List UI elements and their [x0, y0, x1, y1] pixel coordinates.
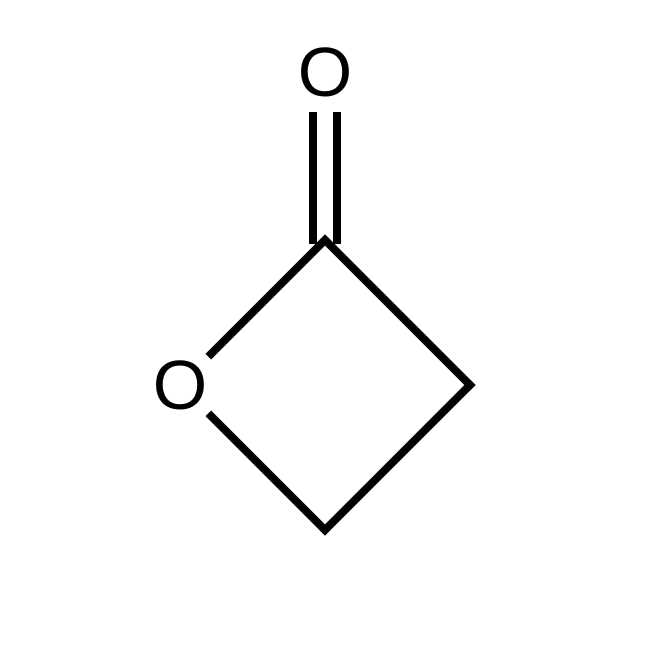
oxygen-carbonyl-label: O [298, 37, 352, 107]
molecule-diagram: O O [0, 0, 650, 650]
oxygen-ring-label: O [153, 350, 207, 420]
